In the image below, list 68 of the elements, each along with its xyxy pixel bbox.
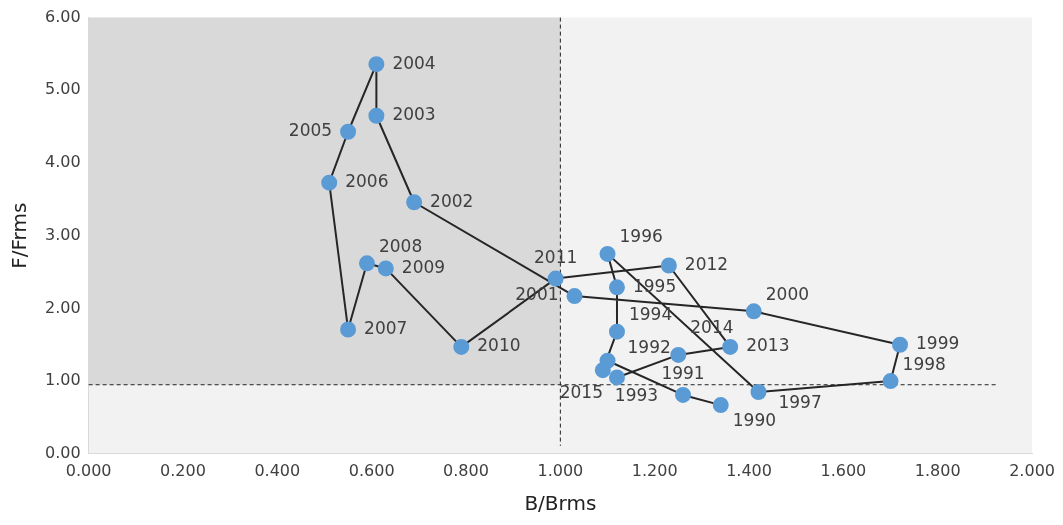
x-tick-label: 2.000 [1009,460,1055,480]
y-tick-label: 1.00 [45,370,81,390]
point [566,288,583,305]
point [453,338,470,355]
y-axis-title: F/Frms [7,202,32,269]
annotation: 2000 [765,283,810,304]
annotation: 2010 [477,335,521,356]
annotation: 2004 [392,52,436,73]
annotation: 2009 [401,256,446,277]
annotation: 1994 [628,304,673,325]
annotation: 2002 [430,190,474,211]
point [358,255,375,272]
y-tick-label: 3.00 [45,224,81,244]
point [675,386,692,403]
y-tick-label: 2.00 [45,297,81,317]
x-tick-label: 0.600 [348,460,395,480]
point [745,303,762,320]
point [608,369,625,386]
point [882,373,899,390]
point [670,346,687,363]
point [722,338,739,355]
annotation: 1990 [732,409,777,430]
x-tick-label: 1.000 [537,460,584,480]
point [712,397,729,414]
annotation: 1992 [627,337,671,358]
x-tick-label: 1.200 [631,460,678,480]
annotation: 1999 [916,333,960,354]
point [599,245,616,262]
y-tick-label: 6.00 [45,6,81,26]
point [368,56,385,73]
point [406,194,423,211]
x-axis-title: B/Brms [524,491,597,516]
point [368,107,385,124]
annotation: 2012 [684,253,729,274]
annotation: 2003 [392,104,436,125]
annotation: 1996 [619,226,663,247]
point [377,260,394,277]
point [608,279,625,296]
x-tick-label: 1.800 [914,460,961,480]
point [594,362,611,379]
annotation: 2013 [746,335,790,356]
x-tick-label: 1.600 [820,460,867,480]
point [892,336,909,353]
x-tick-label: 1.400 [726,460,772,480]
annotation: 2008 [378,235,423,256]
point [750,384,767,401]
annotation: 1997 [778,392,822,413]
annotation: 2007 [364,317,408,338]
x-tick-label: 0.400 [254,460,301,480]
x-tick-label: 0.000 [65,460,112,480]
annotation: 1991 [661,363,705,384]
annotation: 1998 [902,353,946,374]
point [660,257,677,274]
annotation: 2005 [288,120,333,141]
x-tick-label: 0.800 [443,460,489,480]
point [547,270,564,287]
x-tick-label: 0.200 [160,460,206,480]
annotation: 2015 [559,381,603,402]
point [321,174,338,191]
point [340,123,357,140]
point [340,321,357,338]
point [608,323,625,340]
y-tick-label: 5.00 [45,79,81,99]
y-tick-label: 4.00 [45,152,81,172]
annotation: 1993 [614,384,659,405]
annotation: 2006 [345,171,389,192]
annotation: 2011 [534,247,578,268]
y-tick-label: 0.00 [45,442,81,462]
